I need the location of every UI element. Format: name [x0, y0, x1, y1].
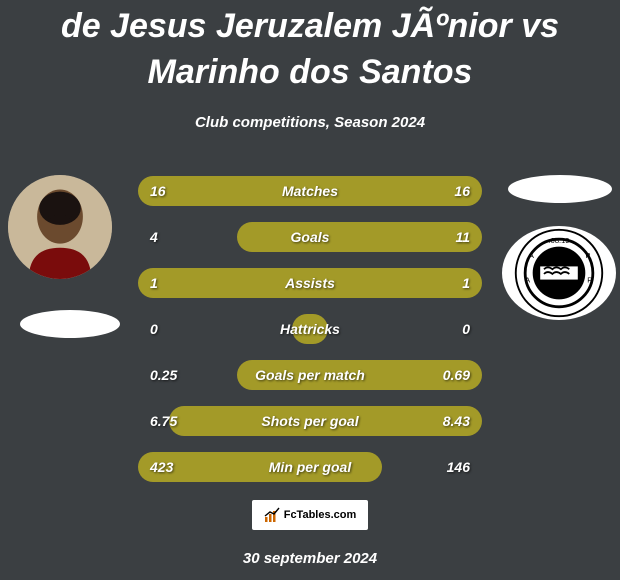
footer-date: 30 september 2024: [0, 550, 620, 567]
stat-row: Shots per goal6.75 8.43: [138, 406, 482, 436]
stat-value-right: 0: [462, 314, 470, 344]
stat-row: Goals4 11: [138, 222, 482, 252]
player-left-avatar: [8, 175, 112, 279]
club-right-logo: .08.19 A A P P: [502, 226, 616, 320]
comparison-chart: Matches1616Goals411Assists11Hattricks00G…: [138, 176, 482, 498]
stat-value-left: 0: [150, 314, 158, 344]
stat-row: Assists1 1: [138, 268, 482, 298]
page-subtitle: Club competitions, Season 2024: [0, 114, 620, 131]
stat-label: Goals: [138, 222, 482, 252]
stat-value-left: 0.25: [150, 360, 177, 390]
brand-text: FcTables.com: [284, 509, 357, 521]
svg-text:A: A: [525, 275, 530, 284]
stat-label: Assists: [138, 268, 482, 298]
player-right-avatar: [508, 175, 612, 203]
stat-label: Goals per match: [138, 360, 482, 390]
svg-text:P: P: [585, 251, 590, 260]
stat-label: Min per goal: [138, 452, 482, 482]
stat-value-right: 11: [455, 222, 470, 252]
stat-value-left: 16: [150, 176, 166, 206]
svg-text:.08.19: .08.19: [549, 236, 570, 245]
stat-value-right: 146: [447, 452, 470, 482]
stat-row: Min per goal423 146: [138, 452, 482, 482]
stat-row: Matches16 16: [138, 176, 482, 206]
stat-label: Hattricks: [138, 314, 482, 344]
svg-text:A: A: [529, 251, 534, 260]
stat-value-right: 0.69: [443, 360, 470, 390]
stat-label: Matches: [138, 176, 482, 206]
stat-value-right: 1: [462, 268, 470, 298]
chart-icon: [264, 507, 280, 523]
stat-value-right: 16: [454, 176, 470, 206]
svg-text:P: P: [587, 275, 592, 284]
stat-value-left: 4: [150, 222, 158, 252]
stat-value-left: 6.75: [150, 406, 177, 436]
stat-label: Shots per goal: [138, 406, 482, 436]
page-title: de Jesus Jeruzalem JÃºnior vs Marinho do…: [0, 0, 620, 96]
club-left-logo: [20, 310, 120, 338]
stat-value-left: 1: [150, 268, 158, 298]
stat-row: Goals per match0.25 0.69: [138, 360, 482, 390]
brand-badge: FcTables.com: [252, 500, 368, 530]
stat-row: Hattricks0 0: [138, 314, 482, 344]
stat-value-right: 8.43: [443, 406, 470, 436]
stat-value-left: 423: [150, 452, 173, 482]
